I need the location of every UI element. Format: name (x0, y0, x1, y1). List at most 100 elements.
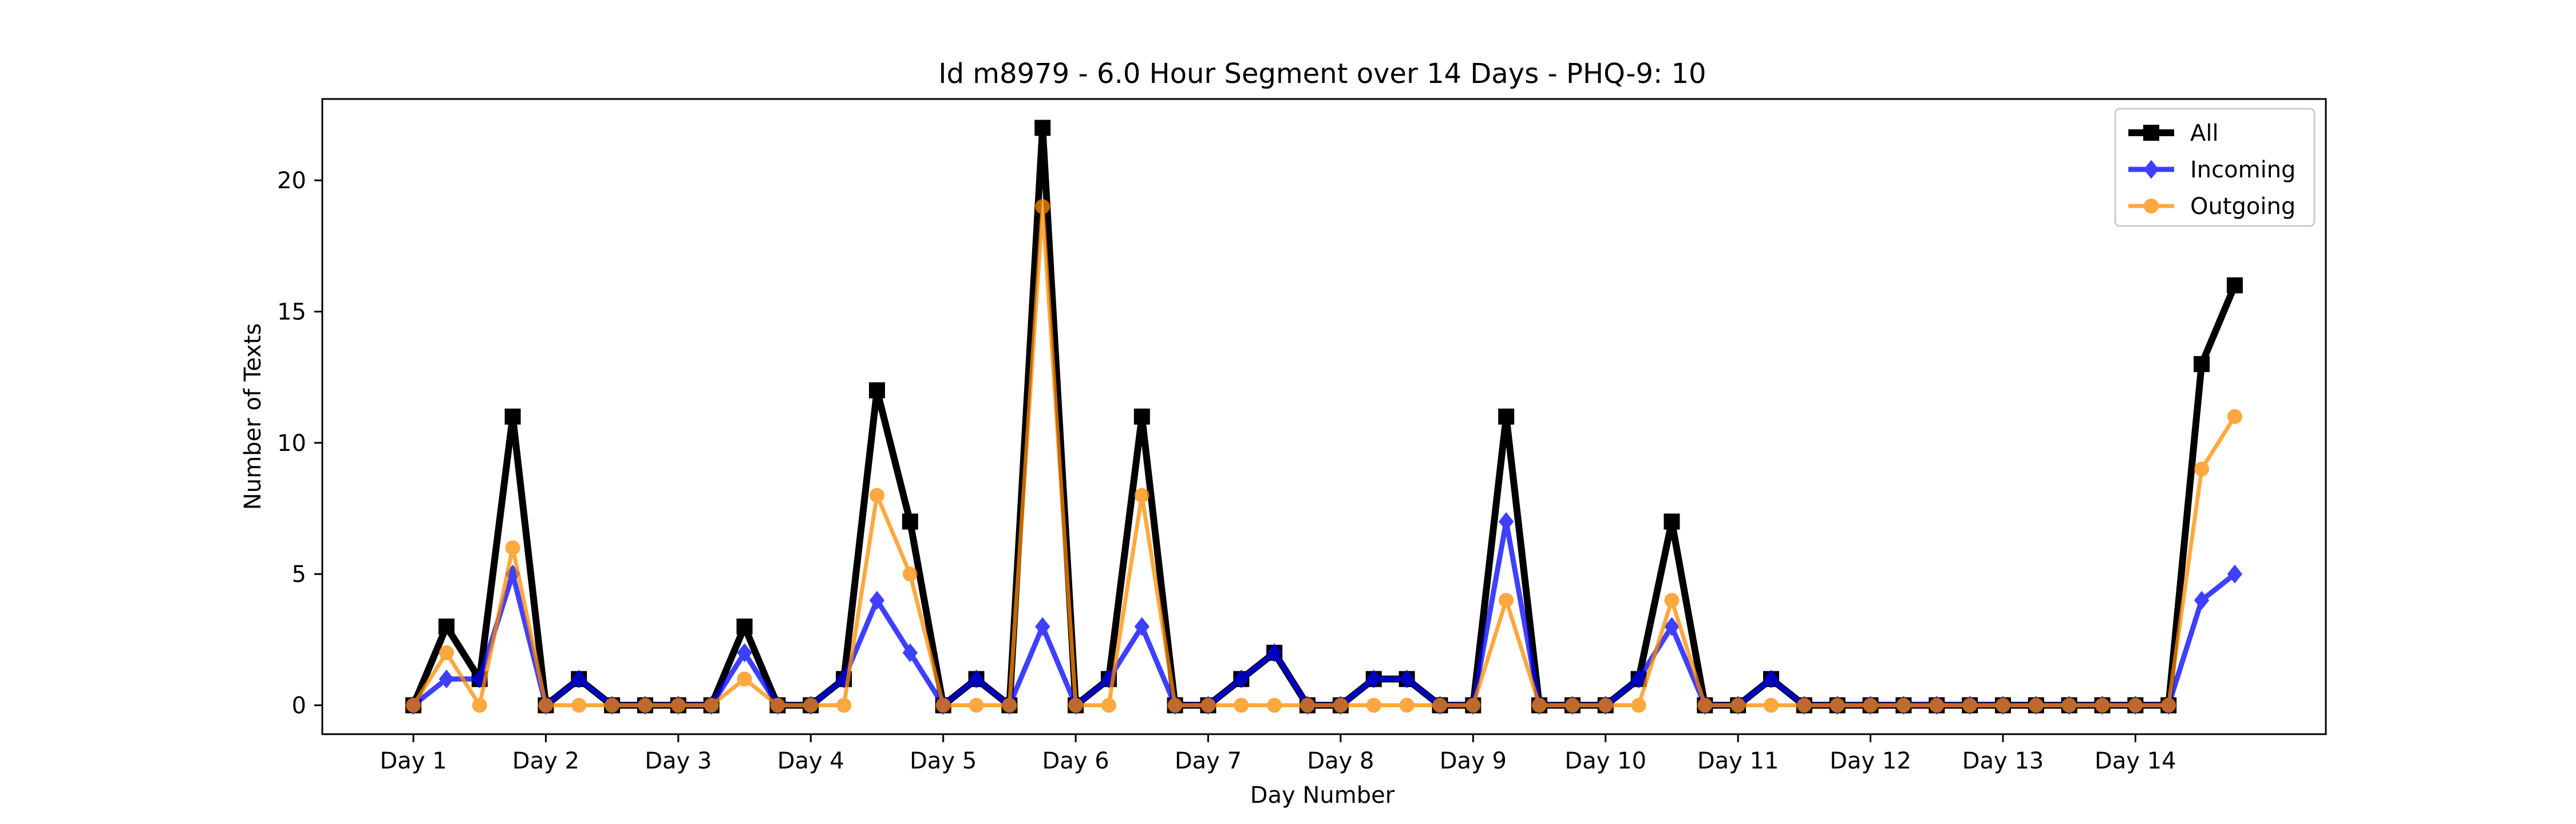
y-axis-label: Number of Texts (240, 323, 266, 510)
x-tick-label: Day 10 (1564, 748, 1646, 774)
data-point-outgoing (1830, 698, 1845, 713)
data-point-all (504, 409, 521, 425)
data-point-outgoing (670, 698, 686, 713)
data-point-incoming (869, 591, 885, 610)
data-point-incoming (2194, 591, 2210, 610)
data-point-outgoing (2128, 698, 2143, 713)
data-point-outgoing (935, 698, 951, 713)
data-point-outgoing (1763, 698, 1779, 713)
series-layer (405, 120, 2243, 715)
data-point-incoming (836, 670, 852, 689)
series-incoming (405, 512, 2243, 715)
plot-area (321, 98, 2327, 735)
legend-label: Outgoing (2190, 193, 2296, 220)
data-point-incoming (2227, 564, 2243, 584)
x-tick-label: Day 12 (1830, 748, 1911, 774)
data-point-outgoing (1664, 593, 1680, 608)
data-point-outgoing (605, 698, 620, 713)
series-outgoing (406, 199, 2242, 713)
data-point-outgoing (1002, 698, 1017, 713)
data-point-incoming (571, 670, 587, 689)
data-point-outgoing (1564, 698, 1580, 713)
data-point-incoming (1234, 670, 1249, 689)
data-point-all (1664, 513, 1680, 530)
data-point-incoming (902, 643, 918, 663)
data-point-outgoing (2161, 698, 2176, 713)
data-point-outgoing (803, 698, 819, 713)
data-point-all (2194, 356, 2210, 373)
data-point-incoming (1101, 670, 1117, 689)
data-point-outgoing (638, 698, 653, 713)
legend: All Incoming Outgoing (2114, 108, 2316, 227)
data-point-outgoing (1697, 698, 1713, 713)
data-point-outgoing (836, 698, 852, 713)
data-point-incoming (1631, 670, 1646, 689)
data-point-outgoing (1465, 698, 1481, 713)
data-point-outgoing (1399, 698, 1415, 713)
y-tick-label: 15 (277, 299, 306, 326)
series-line-all (410, 124, 2238, 709)
data-point-outgoing (1929, 698, 1945, 713)
data-point-outgoing (505, 540, 520, 556)
data-point-incoming (1035, 617, 1050, 636)
x-tick-label: Day 9 (1440, 748, 1507, 774)
x-tick-label: Day 13 (1962, 748, 2044, 774)
x-tick-label: Day 1 (380, 748, 447, 774)
data-point-outgoing (1300, 698, 1315, 713)
data-point-incoming (737, 643, 752, 663)
data-point-all (902, 513, 918, 530)
data-point-all (869, 382, 886, 399)
data-point-outgoing (1366, 698, 1381, 713)
data-point-outgoing (1333, 698, 1348, 713)
data-point-outgoing (1200, 698, 1216, 713)
data-point-incoming (1399, 670, 1415, 689)
x-tick-label: Day 11 (1697, 748, 1779, 774)
data-point-outgoing (1598, 698, 1613, 713)
data-point-outgoing (704, 698, 719, 713)
chart-title: Id m8979 - 6.0 Hour Segment over 14 Days… (938, 58, 1706, 90)
data-point-incoming (1498, 512, 1514, 531)
x-tick-label: Day 3 (645, 748, 712, 774)
x-tick-label: Day 2 (512, 748, 579, 774)
x-tick-label: Day 4 (777, 748, 844, 774)
data-point-outgoing (538, 698, 554, 713)
data-point-all (1133, 409, 1150, 425)
data-point-outgoing (2061, 698, 2077, 713)
data-point-outgoing (2227, 409, 2242, 424)
legend-entry-all (2128, 125, 2174, 141)
data-point-incoming (969, 670, 984, 689)
data-point-all (736, 618, 753, 635)
data-point-outgoing (1267, 698, 1282, 713)
data-point-incoming (1134, 617, 1150, 636)
data-point-outgoing (1499, 593, 1514, 608)
x-tick-label: Day 7 (1175, 748, 1242, 774)
data-point-outgoing (438, 645, 454, 660)
data-point-outgoing (1167, 698, 1183, 713)
y-tick-label: 0 (292, 693, 306, 719)
legend-marker-all (2143, 125, 2159, 141)
data-point-outgoing (1631, 698, 1646, 713)
data-point-outgoing (2194, 461, 2210, 477)
y-tick-label: 5 (292, 561, 306, 588)
series-line-incoming (412, 518, 2237, 708)
data-point-incoming (438, 670, 455, 689)
x-axis: Day 1 Day 2 Day 3 Day 4 Day 5 Day 6 Day 7 Day 8… (380, 734, 2176, 774)
data-point-outgoing (1101, 698, 1116, 713)
data-point-outgoing (571, 698, 587, 713)
data-point-outgoing (1995, 698, 2010, 713)
data-point-outgoing (902, 566, 918, 582)
legend-entry-outgoing (2128, 199, 2174, 213)
data-point-outgoing (1532, 698, 1547, 713)
data-point-incoming (1366, 670, 1381, 689)
data-point-all (1498, 409, 1515, 425)
legend-marker-incoming (2143, 160, 2159, 179)
data-point-all (2226, 277, 2243, 294)
legend-label: All (2190, 120, 2219, 146)
x-tick-label: Day 5 (910, 748, 977, 774)
data-point-outgoing (1068, 698, 1084, 713)
data-point-incoming (1763, 670, 1779, 689)
data-point-incoming (472, 670, 487, 689)
data-point-outgoing (1432, 698, 1448, 713)
data-point-outgoing (770, 698, 785, 713)
data-point-outgoing (472, 698, 487, 713)
